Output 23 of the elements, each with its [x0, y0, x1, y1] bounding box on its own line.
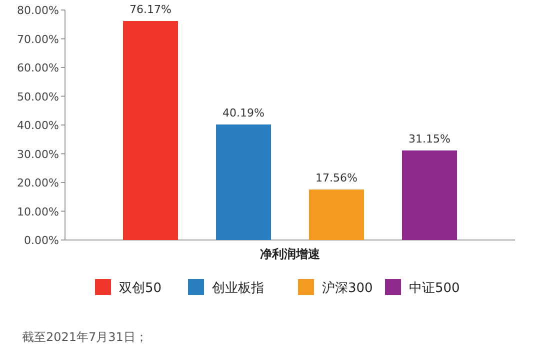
bar [309, 190, 364, 240]
bar [402, 150, 457, 240]
y-tick-label: 30.00% [17, 148, 59, 161]
legend-label: 中证500 [409, 281, 460, 296]
data-label: 31.15% [408, 132, 450, 146]
data-label: 40.19% [222, 106, 264, 120]
legend-label: 沪深300 [322, 280, 373, 296]
bar [216, 124, 271, 240]
y-tick-label: 20.00% [17, 176, 59, 190]
y-tick-label: 70.00% [17, 32, 59, 46]
y-tick-label: 60.00% [17, 62, 59, 74]
text: 截至2021年7月31日； [22, 330, 148, 344]
y-tick-label: 40.00% [17, 119, 59, 132]
y-tick-label: 0.00% [24, 234, 59, 247]
y-tick-label: 10.00% [17, 205, 59, 218]
data-label: 17.56% [316, 172, 358, 185]
legend-label: 双创50 [119, 281, 162, 296]
data-label: 76.17% [130, 3, 172, 16]
y-tick-label: 50.00% [17, 90, 59, 104]
y-tick-label: 80.00% [17, 4, 59, 17]
x-tick-label: 净利润增速 [260, 247, 321, 261]
legend-label: 创业板指 [212, 281, 264, 296]
bar [123, 21, 178, 240]
